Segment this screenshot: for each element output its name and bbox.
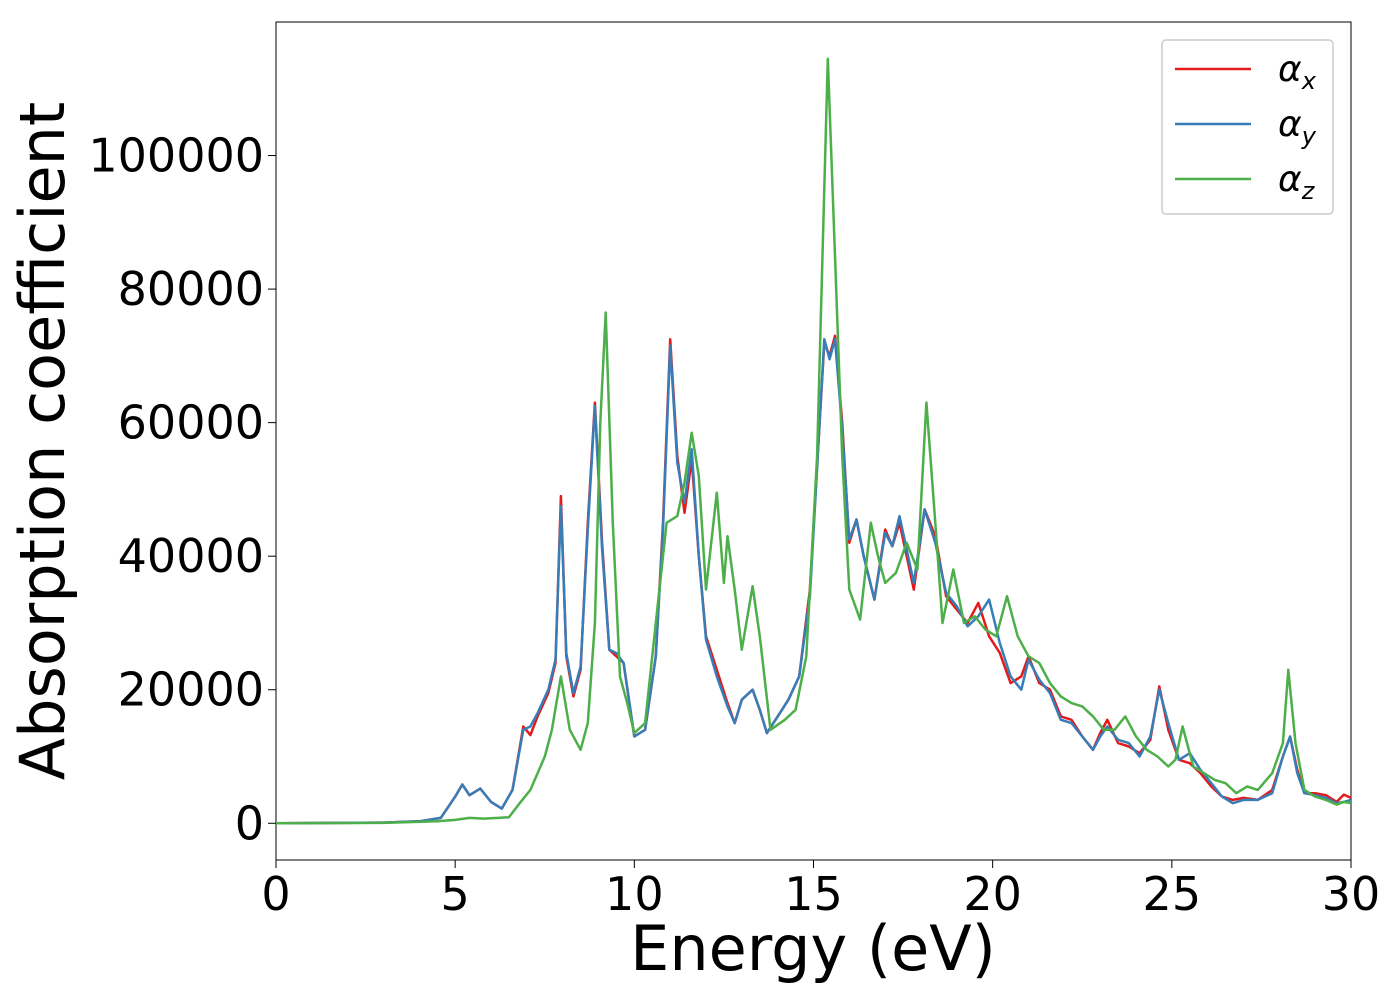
series-layer [275,57,1352,825]
x-tick-label: 10 [605,867,664,921]
x-tick-label: 20 [963,867,1022,921]
series-line-alpha-z [275,57,1352,825]
x-tick-label: 5 [441,867,470,921]
x-tick-label: 30 [1322,867,1381,921]
y-tick-label: 0 [235,796,264,850]
y-tick-label: 20000 [118,663,264,717]
y-tick-label: 100000 [88,129,264,183]
y-tick-label: 80000 [118,262,264,316]
x-tick-label: 25 [1143,867,1202,921]
y-tick-label: 40000 [118,529,264,583]
y-tick-label: 60000 [118,396,264,450]
series-line-alpha-y [275,337,1352,825]
y-axis-title: Absorption coefficient [6,102,79,781]
x-tick-label: 0 [261,867,290,921]
y-axis: 0 20000 40000 60000 80000 100000 [88,129,276,850]
legend-box [1161,39,1334,215]
x-axis: 0 5 10 15 20 25 30 [261,860,1380,921]
x-tick-label: 15 [784,867,843,921]
x-axis-title: Energy (eV) [630,912,996,985]
